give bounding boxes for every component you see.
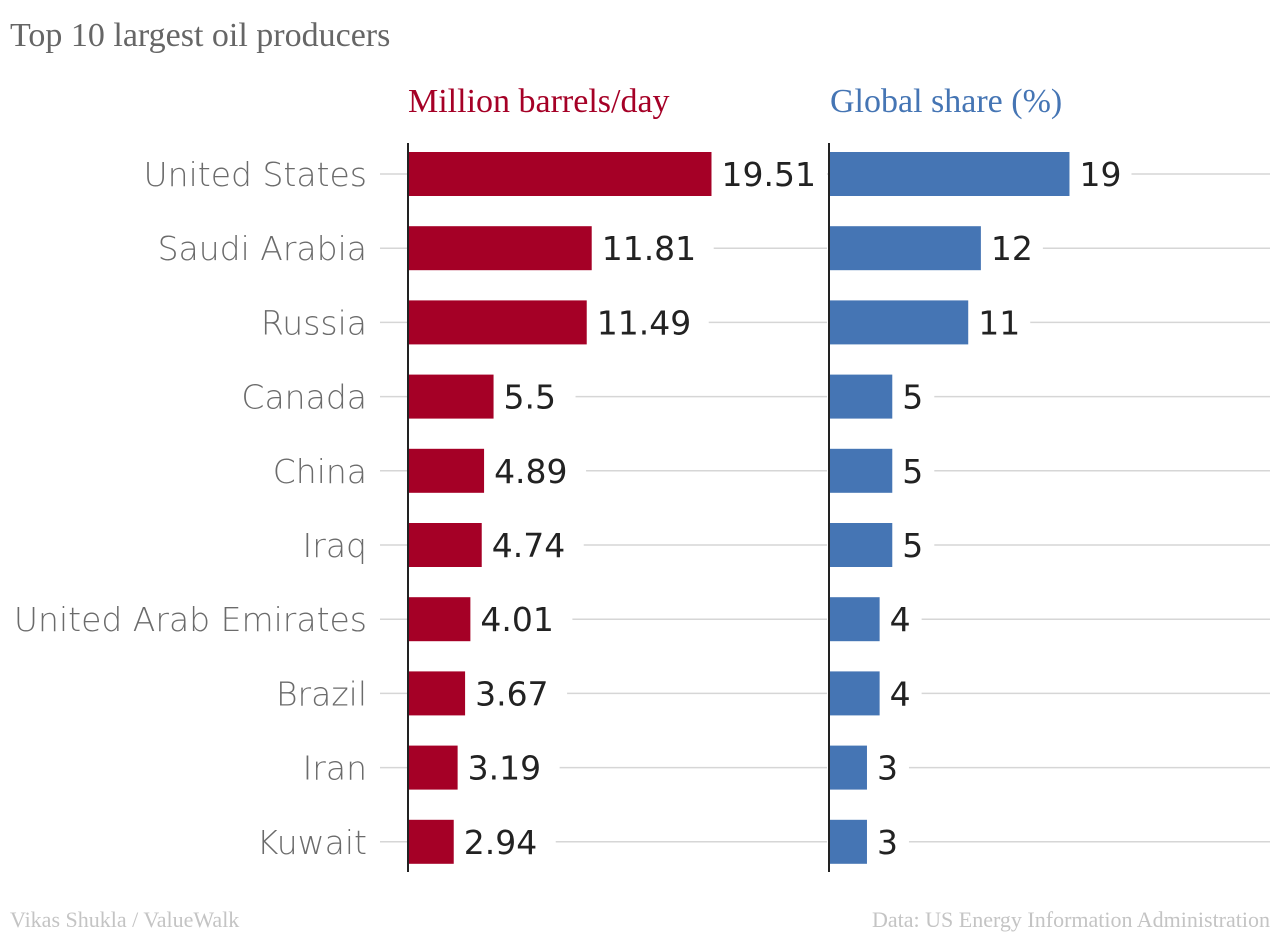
value-label-barrels-2: 11.49 (597, 303, 691, 342)
category-label: Iran (303, 749, 367, 788)
bar-share-3 (829, 374, 893, 419)
value-label-share-5: 5 (902, 526, 923, 565)
value-label-share-0: 19 (1079, 155, 1121, 194)
bar-share-2 (829, 300, 969, 345)
value-label-barrels-1: 11.81 (602, 229, 696, 268)
category-label: Russia (261, 303, 367, 342)
category-label: United States (144, 155, 367, 194)
value-label-share-9: 3 (877, 823, 898, 862)
value-label-barrels-4: 4.89 (494, 452, 567, 491)
value-label-barrels-5: 4.74 (492, 526, 565, 565)
bar-share-0 (829, 152, 1070, 196)
bar-barrels-6 (408, 597, 471, 642)
bar-barrels-7 (408, 671, 466, 716)
chart-title: Top 10 largest oil producers (10, 17, 390, 54)
bar-barrels-1 (408, 226, 592, 271)
value-label-share-2: 11 (978, 303, 1020, 342)
value-label-share-3: 5 (902, 378, 923, 417)
bar-barrels-8 (408, 745, 458, 790)
footer-data-source: Data: US Energy Information Administrati… (872, 907, 1270, 932)
value-label-share-4: 5 (902, 452, 923, 491)
panel-title-barrels: Million barrels/day (408, 83, 670, 120)
value-label-share-7: 4 (890, 674, 911, 713)
category-label: United Arab Emirates (14, 600, 367, 639)
category-label: China (273, 452, 367, 491)
category-label: Iraq (303, 526, 367, 565)
value-label-barrels-6: 4.01 (480, 600, 553, 639)
bar-share-6 (829, 597, 880, 642)
category-label: Brazil (276, 674, 367, 713)
bar-share-5 (829, 523, 893, 567)
bar-barrels-3 (408, 374, 494, 419)
bar-share-8 (829, 745, 867, 790)
bars-layer (408, 152, 1070, 864)
bar-barrels-4 (408, 448, 485, 493)
value-label-share-8: 3 (877, 749, 898, 788)
bar-share-1 (829, 226, 981, 271)
labels-layer: United States Saudi Arabia Russia Canada Chi… (14, 155, 1122, 862)
value-label-share-1: 12 (991, 229, 1033, 268)
value-label-barrels-3: 5.5 (504, 378, 556, 417)
bar-share-4 (829, 448, 893, 493)
footer-source-author: Vikas Shukla / ValueWalk (10, 907, 239, 932)
value-label-barrels-0: 19.51 (721, 155, 815, 194)
bar-barrels-0 (408, 152, 712, 196)
bar-barrels-9 (408, 819, 454, 864)
panel-title-share: Global share (%) (830, 83, 1062, 120)
value-label-share-6: 4 (890, 600, 911, 639)
bar-barrels-5 (408, 523, 482, 567)
category-label: Saudi Arabia (158, 229, 367, 268)
category-label: Kuwait (257, 823, 367, 862)
category-label: Canada (241, 378, 367, 417)
bar-barrels-2 (408, 300, 587, 345)
bar-share-9 (829, 819, 867, 864)
grid-layer (380, 173, 1270, 843)
value-label-barrels-8: 3.19 (468, 749, 541, 788)
bar-share-7 (829, 671, 880, 716)
value-label-barrels-7: 3.67 (475, 674, 548, 713)
value-label-barrels-9: 2.94 (464, 823, 537, 862)
